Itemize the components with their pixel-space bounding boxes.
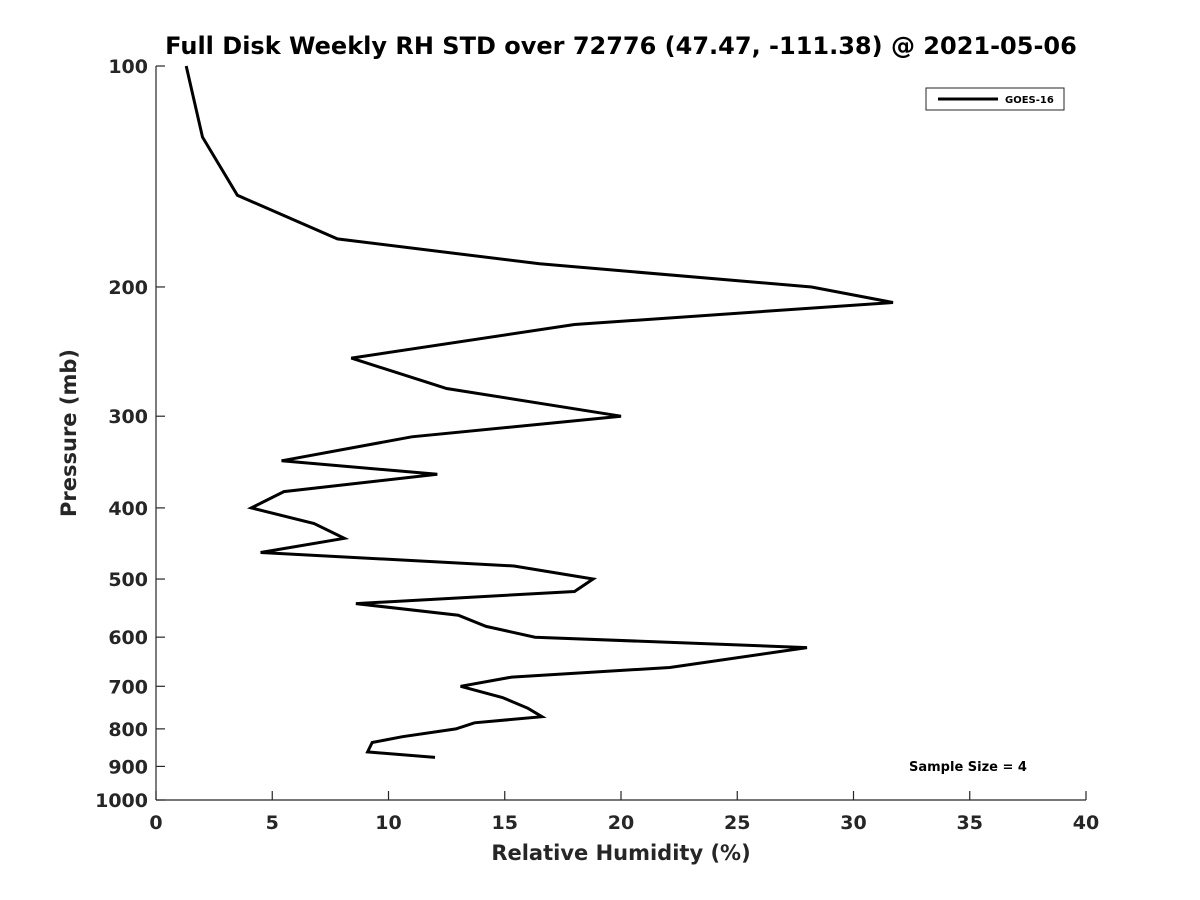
chart-title: Full Disk Weekly RH STD over 72776 (47.4…	[165, 32, 1077, 60]
plot-area: 0 5 10 15 20 25 30 35 40 100 200 300 400 500 600 700 80…	[95, 56, 1099, 834]
x-tick-label: 30	[840, 812, 866, 834]
legend: GOES-16	[925, 87, 1065, 111]
x-tick-label: 25	[724, 812, 750, 834]
x-tick-label: 20	[608, 812, 634, 834]
x-tick-label: 0	[149, 812, 162, 834]
y-tick-label: 900	[108, 756, 148, 778]
y-tick-label: 100	[108, 56, 148, 78]
sample-size-annotation: Sample Size = 4	[909, 760, 1027, 775]
y-tick-label: 300	[108, 406, 148, 428]
y-tick-label: 600	[108, 627, 148, 649]
x-tick-label: 35	[957, 812, 983, 834]
y-tick-label: 500	[108, 569, 148, 591]
y-tick-label: 200	[108, 277, 148, 299]
x-tick-label: 40	[1073, 812, 1099, 834]
x-tick-label: 10	[375, 812, 401, 834]
y-tick-label: 700	[108, 676, 148, 698]
y-tick-label: 1000	[95, 790, 148, 812]
x-axis-ticks: 0 5 10 15 20 25 30 35 40	[149, 791, 1099, 834]
y-axis-label: Pressure (mb)	[57, 349, 81, 517]
x-tick-label: 5	[266, 812, 279, 834]
y-axis-ticks: 100 200 300 400 500 600 700 800 900 1000	[95, 56, 165, 812]
series-line-goes-16	[184, 65, 894, 759]
legend-label-goes-16: GOES-16	[1005, 95, 1054, 106]
x-axis-label: Relative Humidity (%)	[491, 841, 750, 865]
series-layer	[184, 65, 894, 759]
x-tick-label: 15	[492, 812, 518, 834]
y-tick-label: 400	[108, 498, 148, 520]
y-tick-label: 800	[108, 719, 148, 741]
